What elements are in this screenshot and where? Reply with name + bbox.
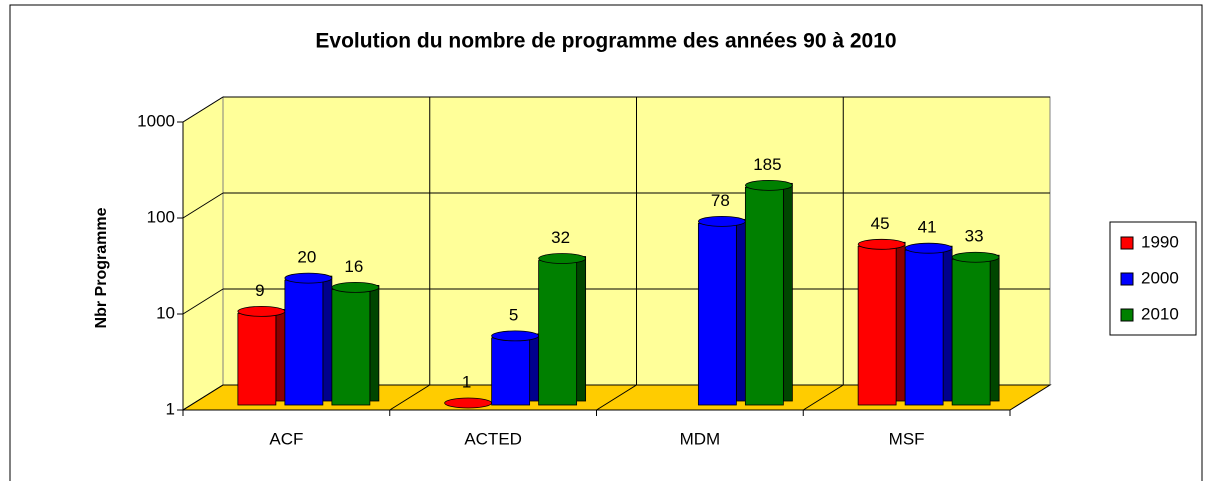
bar-front bbox=[331, 289, 371, 406]
side-wall bbox=[182, 96, 224, 411]
bar-top bbox=[491, 330, 540, 342]
bar bbox=[538, 253, 587, 406]
y-tick-label: 10 bbox=[156, 303, 175, 322]
floor-divider bbox=[596, 384, 637, 411]
bar-top bbox=[284, 272, 333, 284]
bar-side bbox=[942, 245, 953, 402]
bar bbox=[951, 251, 1000, 406]
legend-label: 2000 bbox=[1141, 268, 1179, 287]
y-tick-label: 1 bbox=[166, 399, 175, 418]
value-label: 9 bbox=[255, 281, 264, 300]
legend-label: 2010 bbox=[1141, 304, 1179, 323]
bar-top bbox=[904, 242, 953, 254]
legend-label: 1990 bbox=[1141, 232, 1179, 251]
value-label: 1 bbox=[462, 372, 471, 391]
bar-side bbox=[529, 333, 540, 402]
legend-swatch bbox=[1120, 272, 1134, 286]
side-grid-line bbox=[182, 384, 224, 411]
y-tick-label: 100 bbox=[147, 207, 175, 226]
floor-divider bbox=[389, 384, 431, 411]
bar bbox=[857, 238, 906, 406]
value-label: 20 bbox=[297, 248, 316, 267]
bar-front bbox=[904, 249, 944, 406]
bar bbox=[904, 242, 953, 406]
bar-side bbox=[782, 182, 793, 402]
bar-side bbox=[895, 241, 906, 402]
value-label: 185 bbox=[753, 155, 781, 174]
value-label: 32 bbox=[551, 228, 570, 247]
bar-side bbox=[735, 218, 746, 402]
x-tick-label: ACTED bbox=[464, 429, 522, 448]
y-tick-label: 1000 bbox=[137, 111, 175, 130]
bar-side bbox=[322, 275, 333, 402]
value-label: 45 bbox=[871, 214, 890, 233]
bar-top bbox=[237, 305, 286, 317]
value-label: 33 bbox=[965, 227, 984, 246]
bar-front bbox=[538, 260, 578, 406]
bar bbox=[284, 272, 333, 406]
value-label: 78 bbox=[711, 191, 730, 210]
bar-side bbox=[989, 254, 1000, 402]
bar-front bbox=[237, 312, 277, 406]
side-grid-line bbox=[182, 288, 224, 315]
bar-front bbox=[951, 258, 991, 406]
x-tick-label: MSF bbox=[889, 429, 925, 448]
bar-front bbox=[697, 222, 737, 406]
y-axis-label: Nbr Programme bbox=[93, 207, 110, 328]
bar-front bbox=[284, 279, 324, 406]
side-grid-line bbox=[182, 192, 224, 219]
bar-front bbox=[744, 186, 784, 406]
bar-top bbox=[697, 215, 746, 227]
bar-top bbox=[331, 282, 380, 293]
bar bbox=[744, 179, 793, 406]
value-label: 41 bbox=[918, 218, 937, 237]
bar-front bbox=[857, 245, 897, 406]
chart-title: Evolution du nombre de programme des ann… bbox=[315, 30, 896, 53]
bar-front bbox=[491, 337, 531, 406]
floor-divider bbox=[802, 384, 844, 411]
bar bbox=[697, 215, 746, 406]
legend-swatch bbox=[1120, 236, 1134, 250]
bar-top bbox=[744, 179, 793, 191]
bar-top bbox=[444, 397, 493, 409]
legend-swatch bbox=[1120, 308, 1134, 322]
side-grid-line bbox=[182, 96, 224, 123]
value-label: 16 bbox=[344, 257, 363, 276]
bar bbox=[444, 397, 493, 409]
bar bbox=[237, 305, 286, 406]
value-label: 5 bbox=[509, 305, 518, 324]
x-tick-label: MDM bbox=[680, 429, 721, 448]
bar-side bbox=[369, 285, 380, 402]
bar bbox=[491, 330, 540, 406]
bar-top bbox=[951, 251, 1000, 263]
x-tick-label: ACF bbox=[269, 429, 303, 448]
bar-side bbox=[576, 256, 587, 402]
bar bbox=[331, 282, 380, 406]
bar-side bbox=[275, 308, 286, 402]
bar-top bbox=[538, 253, 587, 264]
bar-top bbox=[857, 238, 906, 250]
